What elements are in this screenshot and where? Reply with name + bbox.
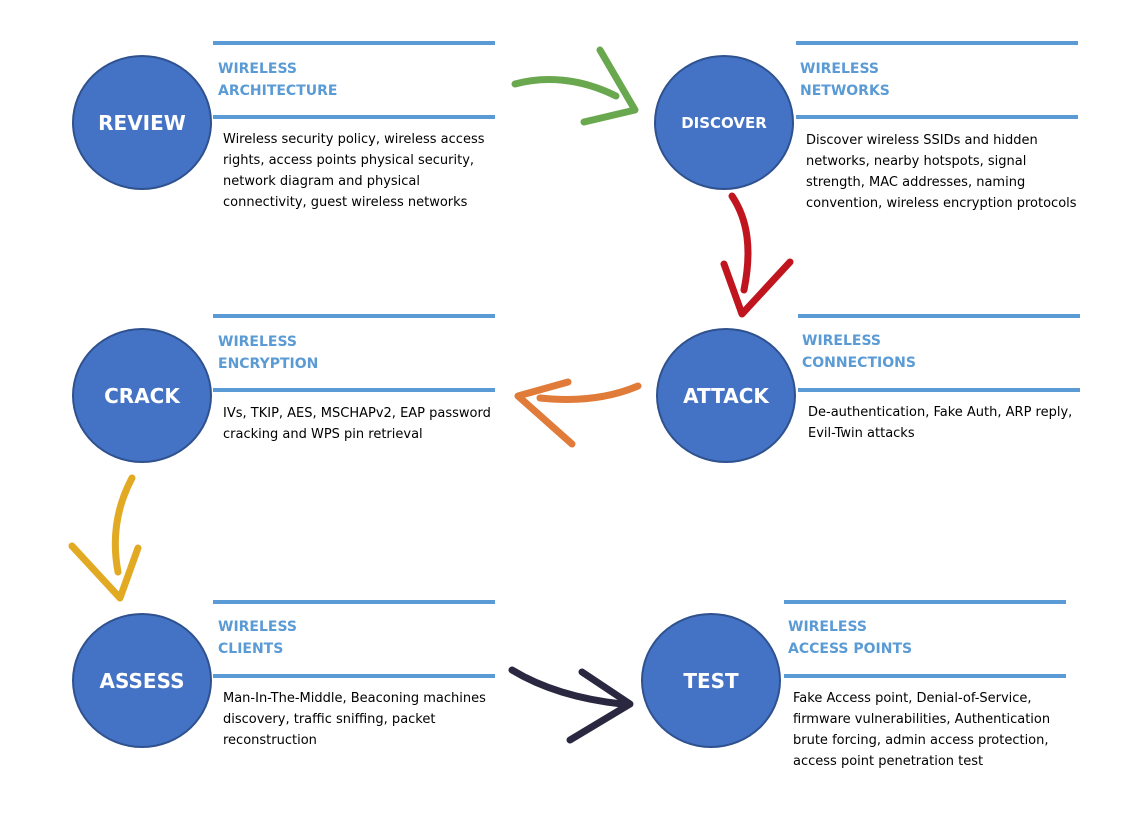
step-review-circle: REVIEW bbox=[72, 55, 212, 190]
step-crack-label: CRACK bbox=[104, 383, 180, 408]
step-crack-rule-top bbox=[213, 314, 495, 318]
step-discover-title-line1: WIRELESS bbox=[800, 61, 880, 77]
step-attack-title-line1: WIRELESS bbox=[802, 333, 882, 349]
step-test-title-line2: ACCESS POINTS bbox=[788, 641, 913, 657]
arrow-crack-to-assess bbox=[68, 474, 142, 602]
step-discover-title-line2: NETWORKS bbox=[800, 83, 890, 99]
step-assess-title-line2: CLIENTS bbox=[218, 641, 284, 657]
step-assess-title: WIRELESS CLIENTS bbox=[218, 616, 297, 660]
step-attack-title: WIRELESS CONNECTIONS bbox=[802, 330, 916, 374]
step-attack-circle: ATTACK bbox=[656, 328, 796, 463]
arrow-assess-to-test bbox=[508, 666, 634, 744]
step-assess-rule-top bbox=[213, 600, 495, 604]
step-review-rule-top bbox=[213, 41, 495, 45]
step-test-title-line1: WIRELESS bbox=[788, 619, 868, 635]
step-discover-rule-bottom bbox=[796, 115, 1078, 119]
step-crack-title: WIRELESS ENCRYPTION bbox=[218, 331, 318, 375]
step-discover-rule-top bbox=[796, 41, 1078, 45]
arrow-attack-to-crack bbox=[514, 378, 642, 448]
arrow-review-to-discover bbox=[511, 46, 639, 126]
step-assess-rule-bottom bbox=[213, 674, 495, 678]
step-discover-title: WIRELESS NETWORKS bbox=[800, 58, 890, 102]
step-test-circle: TEST bbox=[641, 613, 781, 748]
step-attack-description: De-authentication, Fake Auth, ARP reply,… bbox=[808, 405, 1073, 441]
step-assess-label: ASSESS bbox=[99, 668, 185, 693]
step-attack-title-line2: CONNECTIONS bbox=[802, 355, 916, 371]
arrow-discover-to-attack bbox=[720, 192, 794, 318]
step-review-description: Wireless security policy, wireless acces… bbox=[223, 132, 485, 210]
step-attack-rule-top bbox=[798, 314, 1080, 318]
step-test-rule-bottom bbox=[784, 674, 1066, 678]
step-crack-circle: CRACK bbox=[72, 328, 212, 463]
step-test-rule-top bbox=[784, 600, 1066, 604]
step-review-title-line2: ARCHITECTURE bbox=[218, 83, 338, 99]
step-discover-label: DISCOVER bbox=[681, 113, 767, 132]
step-review-label: REVIEW bbox=[98, 110, 186, 135]
step-review-rule-bottom bbox=[213, 115, 495, 119]
step-review-title: WIRELESS ARCHITECTURE bbox=[218, 58, 337, 102]
step-assess-title-line1: WIRELESS bbox=[218, 619, 298, 635]
step-crack-title-line2: ENCRYPTION bbox=[218, 356, 319, 372]
step-discover-description: Discover wireless SSIDs and hidden netwo… bbox=[806, 133, 1077, 211]
step-assess-description: Man-In-The-Middle, Beaconing machines di… bbox=[223, 691, 486, 748]
step-test-description: Fake Access point, Denial-of-Service, fi… bbox=[793, 691, 1051, 769]
step-attack-rule-bottom bbox=[798, 388, 1080, 392]
step-attack-label: ATTACK bbox=[683, 383, 769, 408]
step-crack-description: IVs, TKIP, AES, MSCHAPv2, EAP password c… bbox=[223, 406, 491, 442]
step-crack-rule-bottom bbox=[213, 388, 495, 392]
step-test-title: WIRELESS ACCESS POINTS bbox=[788, 616, 912, 660]
step-test-label: TEST bbox=[683, 668, 739, 693]
step-assess-circle: ASSESS bbox=[72, 613, 212, 748]
step-crack-title-line1: WIRELESS bbox=[218, 334, 298, 350]
step-review-title-line1: WIRELESS bbox=[218, 61, 298, 77]
step-discover-circle: DISCOVER bbox=[654, 55, 794, 190]
